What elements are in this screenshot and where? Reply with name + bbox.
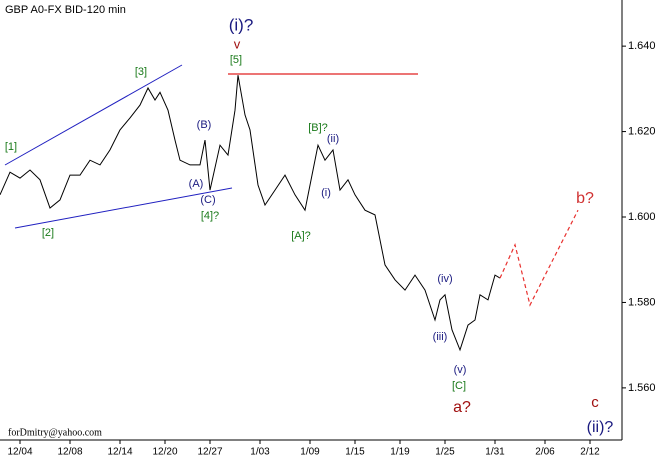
x-tick-label: 1/03 [250,447,270,458]
x-tick-label: 1/25 [435,447,455,458]
wave-label: [A]? [291,230,311,242]
y-tick-label: 1.600 [628,211,656,223]
wave-label: [B]? [308,122,328,134]
price-line [0,75,501,352]
wave-label: (ii)? [587,419,614,436]
wave-label: c [591,394,599,411]
upper-trendline [4,64,183,166]
wave-label: [1] [5,141,17,153]
x-tick-label: 12/27 [197,447,222,458]
x-tick-label: 12/20 [152,447,177,458]
wave-label: (iv) [437,273,452,285]
chart-title: GBP A0-FX BID-120 min [5,4,126,16]
wave-label: (ii) [327,133,339,145]
lower-trendline [14,187,233,229]
y-tick-label: 1.580 [628,296,656,308]
wave-label: v [234,36,241,51]
y-tick-label: 1.560 [628,382,656,394]
x-tick-label: 1/31 [485,447,505,458]
footer: forDmitry@yahoo.com [8,427,102,438]
wave-label: [3] [135,66,147,78]
x-tick-label: 2/12 [580,447,600,458]
wave-label: (i)? [229,15,254,34]
wave-label: (iii) [433,331,448,343]
y-tick-label: 1.640 [628,40,656,52]
wave-label: [C] [452,380,466,392]
wave-label: a? [453,399,471,416]
wave-label: [4]? [201,210,219,222]
wave-label: b? [576,190,594,207]
x-tick-label: 12/14 [107,447,132,458]
x-tick-label: 12/08 [57,447,82,458]
wave-label: [5] [230,54,242,66]
wave-label: (C) [200,194,215,206]
wave-label: (v) [454,364,467,376]
x-tick-label: 2/06 [535,447,555,458]
wave-label: (i) [321,187,331,199]
x-tick-label: 1/19 [390,447,410,458]
x-tick-label: 1/15 [345,447,365,458]
wave-label: (B) [197,119,212,131]
wave-label: [2] [42,227,54,239]
y-tick-label: 1.620 [628,125,656,137]
wave-label: (A) [189,178,204,190]
x-tick-label: 12/04 [7,447,32,458]
x-tick-label: 1/09 [300,447,320,458]
